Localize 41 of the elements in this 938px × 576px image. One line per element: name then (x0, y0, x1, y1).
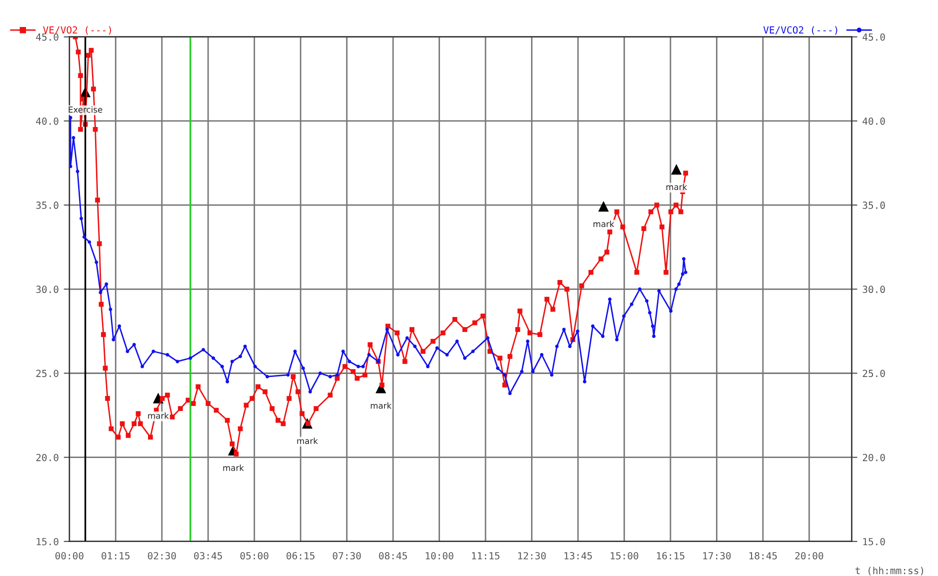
annotation: mark (666, 184, 688, 190)
y-tick-label: 45.0 (36, 33, 58, 41)
x-tick-label: 12:30 (518, 552, 546, 560)
y-tick-label: 30.0 (36, 286, 58, 294)
y2-tick-label: 40.0 (862, 117, 885, 125)
x-tick-label: 08:45 (379, 552, 407, 560)
x-tick-label: 00:00 (55, 552, 84, 560)
annotation: mark (223, 464, 244, 471)
y2-tick-label: 25.0 (862, 370, 885, 378)
x-tick-label: 03:45 (194, 552, 222, 560)
x-tick-label: 10:00 (426, 552, 454, 560)
annotation: Exercise (68, 106, 102, 113)
x-tick-label: 07:30 (332, 552, 361, 560)
x-tick-label: 13:45 (564, 552, 592, 560)
annotation: mark (594, 220, 614, 228)
y2-tick-label: 35.0 (862, 202, 885, 209)
y-tick-label: 40.0 (36, 117, 58, 125)
x-tick-label: 05:00 (240, 552, 268, 560)
x-tick-label: 06:15 (286, 552, 314, 560)
x-tick-label: 18:45 (749, 552, 777, 560)
x-tick-label: 16:15 (657, 552, 684, 560)
annotation: mark (148, 412, 169, 419)
x-tick-label: 17:30 (703, 552, 731, 560)
x-axis-title: t (hh:mm:ss) (855, 566, 924, 576)
y2-tick-label: 15.0 (863, 538, 885, 546)
annotation: mark (297, 438, 318, 444)
x-tick-label: 11:15 (472, 552, 500, 560)
y2-tick-label: 30.0 (862, 286, 885, 294)
y-tick-label: 25.0 (36, 370, 58, 378)
annotation: mark (370, 402, 392, 409)
y2-tick-label: 45.0 (862, 33, 885, 41)
y2-tick-label: 20.0 (862, 454, 885, 462)
y-tick-label: 20.0 (36, 454, 58, 462)
x-tick-label: 20:00 (795, 552, 824, 560)
y-tick-label: 35.0 (36, 202, 58, 209)
text: VE/VCO2 (---) (763, 26, 838, 35)
y-tick-label: 15.0 (36, 538, 58, 546)
x-tick-label: 02:30 (148, 552, 176, 560)
legend-label: VE/VO2 (---) (43, 26, 112, 35)
x-tick-label: 15:00 (610, 552, 638, 560)
x-tick-label: 01:15 (102, 552, 130, 560)
